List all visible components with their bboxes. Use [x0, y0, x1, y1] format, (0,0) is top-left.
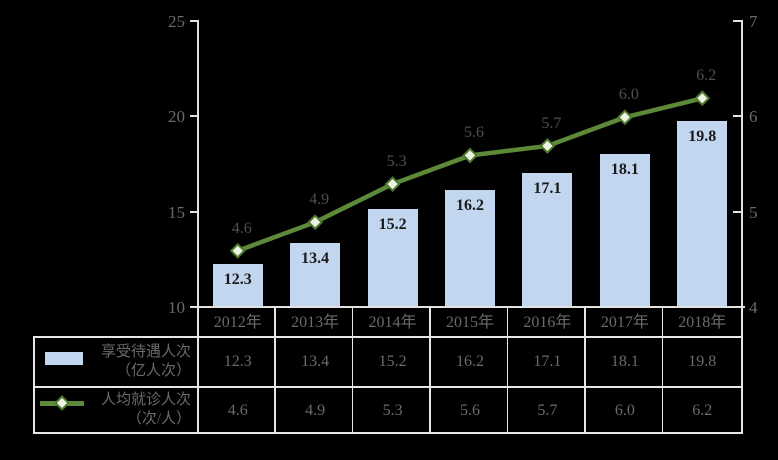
year-header-cell: 2015年 — [445, 314, 494, 331]
table-cell-bar-value: 16.2 — [456, 352, 484, 370]
line-marker-diamond — [462, 147, 478, 164]
legend-bar-label-line2: （亿人次） — [115, 363, 191, 379]
right-axis-tick-label: 7 — [749, 12, 758, 31]
table-border-mid — [33, 386, 743, 388]
table-cell-line-value: 4.9 — [305, 401, 326, 419]
table-cell-line-value: 5.3 — [382, 401, 403, 419]
table-column-separator — [584, 306, 586, 434]
right-axis-tick-label: 4 — [749, 298, 758, 317]
bar-data-label: 17.1 — [533, 179, 562, 197]
left-axis-tick — [190, 115, 198, 118]
legend-bar-swatch — [45, 352, 83, 365]
year-header-cell: 2012年 — [213, 314, 262, 331]
year-header-cell: 2016年 — [523, 314, 572, 331]
left-axis-tick-label: 20 — [168, 107, 185, 127]
table-column-separator — [429, 306, 431, 434]
table-column-separator — [741, 306, 743, 434]
left-axis-tick-label: 15 — [168, 202, 185, 222]
line-marker-diamond — [694, 90, 711, 107]
left-axis-tick — [190, 306, 198, 308]
left-axis-line — [197, 20, 199, 308]
table-cell-line-value: 5.7 — [537, 401, 558, 419]
right-axis-tick — [733, 20, 743, 22]
line-marker-diamond — [616, 109, 633, 126]
right-axis-tick — [733, 306, 743, 308]
line-data-label: 5.3 — [386, 153, 407, 171]
line-data-label: 4.6 — [231, 219, 252, 237]
bar-data-label: 19.8 — [688, 128, 717, 146]
table-cell-bar-value: 19.8 — [688, 352, 717, 370]
bar-2013年 — [290, 243, 341, 306]
line-data-label: 6.0 — [618, 86, 639, 104]
table-column-separator — [661, 306, 664, 434]
bar-2018年 — [677, 121, 728, 306]
table-cell-bar-value: 18.1 — [610, 352, 639, 370]
line-data-label: 5.7 — [541, 114, 562, 132]
table-cell-line-value: 6.0 — [614, 401, 635, 419]
table-cell-bar-value: 17.1 — [533, 352, 562, 370]
bar-data-label: 16.2 — [456, 196, 484, 214]
left-axis-tick — [190, 210, 198, 213]
table-column-separator — [197, 306, 199, 434]
year-header-cell: 2014年 — [368, 314, 417, 331]
table-border-top — [33, 336, 743, 338]
line-marker-diamond — [384, 176, 401, 192]
year-header-cell: 2018年 — [678, 314, 727, 331]
right-axis-line — [741, 20, 743, 308]
legend-line-label-line1: 人均就诊人次 — [100, 392, 191, 408]
year-header-cell: 2013年 — [291, 314, 340, 331]
line-marker-diamond — [229, 242, 246, 259]
line-marker-diamond — [307, 214, 324, 231]
bar-data-label: 13.4 — [301, 250, 330, 268]
table-cell-bar-value: 15.2 — [378, 352, 407, 370]
line-data-label: 6.2 — [696, 67, 717, 85]
left-axis-tick-label: 10 — [168, 298, 185, 317]
legend-line-label-line2: （次/人） — [126, 411, 191, 427]
right-axis-tick — [733, 115, 743, 118]
table-border-bottom — [33, 432, 743, 434]
right-axis-tick-label: 6 — [749, 107, 758, 127]
bar-data-label: 15.2 — [378, 215, 407, 233]
table-border-left — [33, 336, 35, 434]
bar-data-label: 12.3 — [223, 271, 252, 289]
right-axis-tick — [733, 210, 743, 213]
legend-line-label: 人均就诊人次 （次/人） — [39, 391, 191, 429]
year-header-cell: 2017年 — [600, 314, 649, 331]
table-cell-bar-value: 12.3 — [223, 352, 252, 370]
x-axis-line — [193, 306, 745, 308]
table-column-separator — [506, 306, 509, 434]
left-axis-tick — [190, 20, 198, 22]
bar-2012年 — [212, 264, 263, 306]
left-axis-tick-label: 25 — [168, 12, 185, 31]
line-marker-diamond — [539, 138, 556, 154]
table-cell-line-value: 6.2 — [692, 401, 713, 419]
table-cell-line-value: 5.6 — [460, 401, 480, 419]
table-cell-bar-value: 13.4 — [301, 352, 330, 370]
table-cell-line-value: 4.6 — [227, 401, 248, 419]
table-column-separator — [274, 306, 276, 434]
table-column-separator — [351, 306, 354, 434]
legend-bar-label: 享受待遇人次 （亿人次） — [39, 343, 191, 381]
line-data-label: 5.6 — [464, 124, 484, 142]
right-axis-tick-label: 5 — [749, 202, 758, 222]
bar-data-label: 18.1 — [610, 160, 639, 178]
line-data-label: 4.9 — [309, 191, 330, 209]
legend-bar-label-line1: 享受待遇人次 — [100, 344, 191, 360]
